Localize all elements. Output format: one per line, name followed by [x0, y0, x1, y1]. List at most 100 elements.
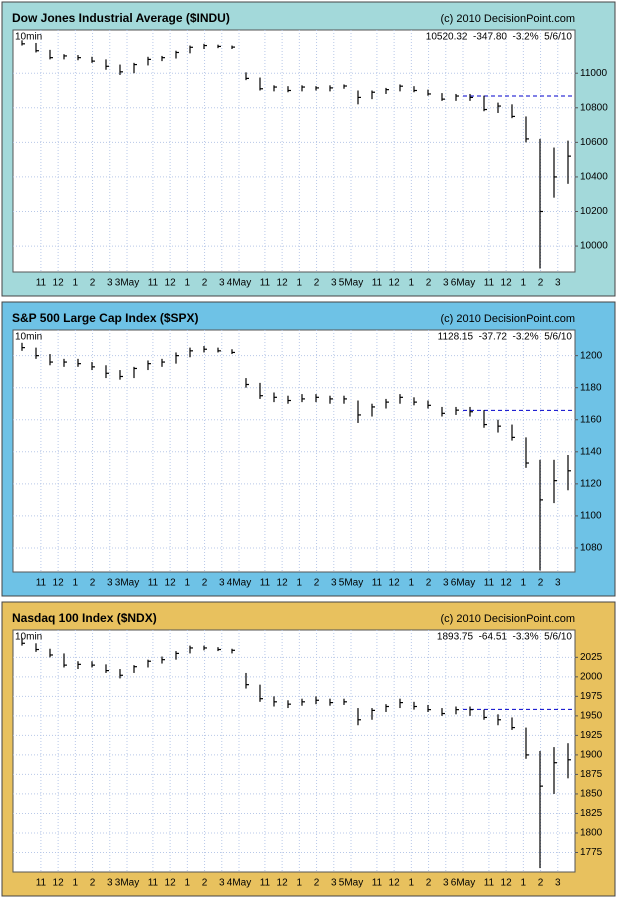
- x-tick-label: 1: [297, 878, 303, 889]
- x-tick-label: 3: [331, 278, 337, 289]
- copyright: (c) 2010 DecisionPoint.com: [440, 313, 575, 325]
- x-tick-label: 3: [555, 578, 561, 589]
- x-tick-label: 2: [314, 278, 320, 289]
- y-tick-label: 1140: [580, 446, 602, 457]
- x-tick-label: 11: [260, 278, 271, 289]
- x-tick-label: 2: [538, 578, 544, 589]
- y-tick-label: 10600: [580, 137, 608, 148]
- plot-area: [12, 629, 576, 873]
- x-tick-label: 2: [90, 578, 96, 589]
- x-tick-label: 12: [389, 278, 401, 289]
- x-tick-label: 4May: [227, 878, 251, 889]
- x-tick-label: 12: [53, 278, 65, 289]
- x-tick-label: 12: [277, 578, 289, 589]
- interval-label: 10min: [15, 632, 42, 643]
- x-tick-label: 12: [501, 878, 513, 889]
- x-tick-label: 11: [484, 578, 495, 589]
- y-tick-label: 1180: [580, 382, 602, 393]
- x-tick-label: 11: [484, 278, 495, 289]
- x-tick-label: 11: [148, 878, 159, 889]
- x-tick-label: 11: [36, 278, 47, 289]
- x-tick-label: 12: [53, 878, 65, 889]
- x-tick-label: 3: [443, 578, 449, 589]
- x-tick-label: 4May: [227, 578, 251, 589]
- y-tick-label: 11000: [580, 68, 608, 79]
- x-tick-label: 12: [501, 578, 513, 589]
- y-tick-label: 10400: [580, 172, 608, 183]
- y-tick-label: 1080: [580, 543, 603, 554]
- x-tick-label: 12: [165, 878, 177, 889]
- plot-area: [12, 29, 576, 273]
- x-tick-label: 1: [409, 578, 415, 589]
- x-tick-label: 1: [185, 578, 191, 589]
- x-tick-label: 11: [372, 878, 383, 889]
- x-tick-label: 12: [165, 578, 177, 589]
- x-tick-label: 1: [73, 878, 79, 889]
- y-tick-label: 1900: [580, 750, 603, 761]
- x-tick-label: 12: [165, 278, 177, 289]
- x-tick-label: 5May: [339, 578, 363, 589]
- x-tick-label: 2: [314, 578, 320, 589]
- x-tick-label: 1: [185, 878, 191, 889]
- stats-label: 1893.75 -64.51 -3.3% 5/6/10: [437, 632, 573, 643]
- copyright: (c) 2010 DecisionPoint.com: [440, 13, 575, 25]
- y-tick-label: 10200: [580, 206, 608, 217]
- y-tick-label: 1850: [580, 789, 603, 800]
- y-tick-label: 10000: [580, 241, 608, 252]
- x-tick-label: 1: [521, 578, 527, 589]
- x-tick-label: 3: [555, 278, 561, 289]
- x-tick-label: 12: [277, 278, 289, 289]
- y-tick-label: 1925: [580, 730, 603, 741]
- interval-label: 10min: [15, 332, 42, 343]
- y-tick-label: 1950: [580, 711, 603, 722]
- y-tick-label: 2000: [580, 671, 603, 682]
- x-tick-label: 12: [389, 878, 401, 889]
- x-tick-label: 11: [372, 578, 383, 589]
- x-tick-label: 1: [185, 278, 191, 289]
- y-tick-label: 1775: [580, 847, 603, 858]
- plot-area: [12, 329, 576, 573]
- x-tick-label: 3: [443, 278, 449, 289]
- x-tick-label: 1: [297, 278, 303, 289]
- x-tick-label: 2: [90, 278, 96, 289]
- y-tick-label: 1825: [580, 808, 603, 819]
- x-tick-label: 3: [443, 878, 449, 889]
- x-tick-label: 2: [426, 878, 432, 889]
- x-tick-label: 3: [107, 278, 113, 289]
- x-tick-label: 2: [202, 278, 208, 289]
- x-tick-label: 3: [107, 578, 113, 589]
- x-tick-label: 3: [219, 278, 225, 289]
- x-tick-label: 2: [538, 278, 544, 289]
- x-tick-label: 3: [331, 578, 337, 589]
- x-tick-label: 12: [389, 578, 401, 589]
- x-tick-label: 1: [521, 878, 527, 889]
- x-tick-label: 11: [36, 578, 47, 589]
- y-tick-label: 1160: [580, 414, 602, 425]
- x-tick-label: 4May: [227, 278, 251, 289]
- x-tick-label: 2: [90, 878, 96, 889]
- x-tick-label: 2: [202, 878, 208, 889]
- x-tick-label: 2: [538, 878, 544, 889]
- x-tick-label: 11: [36, 878, 47, 889]
- y-tick-label: 1800: [580, 828, 603, 839]
- x-tick-label: 6May: [451, 878, 475, 889]
- x-tick-label: 11: [372, 278, 383, 289]
- x-tick-label: 3May: [115, 578, 139, 589]
- stats-label: 1128.15 -37.72 -3.2% 5/6/10: [438, 332, 573, 343]
- x-tick-label: 12: [501, 278, 513, 289]
- x-tick-label: 5May: [339, 878, 363, 889]
- y-tick-label: 10800: [580, 102, 608, 113]
- x-tick-label: 3: [219, 878, 225, 889]
- x-tick-label: 1: [409, 878, 415, 889]
- x-tick-label: 12: [277, 878, 289, 889]
- y-tick-label: 1120: [580, 478, 602, 489]
- x-tick-label: 3May: [115, 278, 139, 289]
- x-tick-label: 5May: [339, 278, 363, 289]
- copyright: (c) 2010 DecisionPoint.com: [440, 613, 575, 625]
- x-tick-label: 1: [297, 578, 303, 589]
- x-tick-label: 11: [484, 878, 495, 889]
- x-tick-label: 12: [53, 578, 65, 589]
- x-tick-label: 11: [260, 578, 271, 589]
